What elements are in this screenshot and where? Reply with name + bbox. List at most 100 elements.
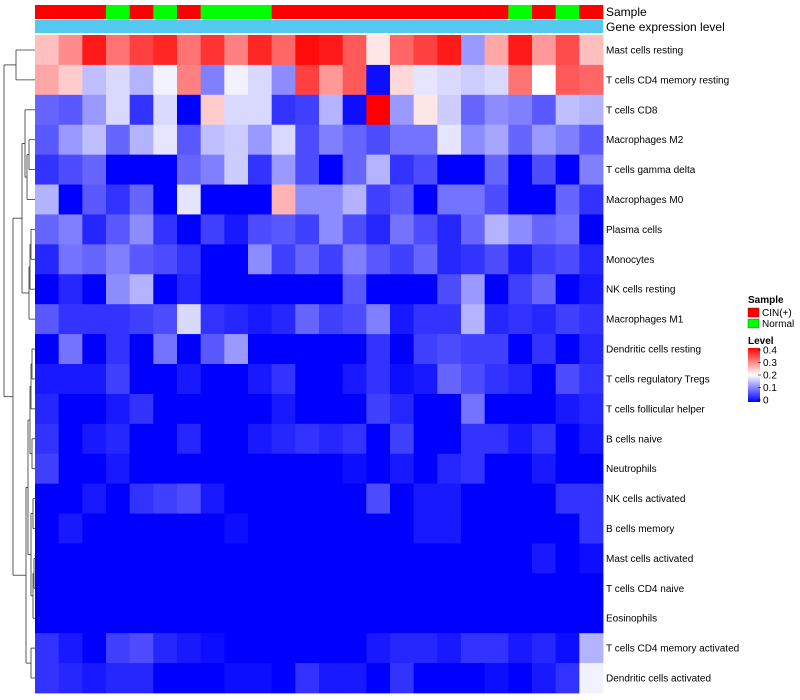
heatmap-cell <box>129 513 154 544</box>
heatmap-cell <box>342 483 367 514</box>
heatmap-cell <box>390 304 415 335</box>
heatmap-cell <box>532 573 557 604</box>
row-label: T cells CD4 memory resting <box>606 75 729 86</box>
heatmap-cell <box>35 124 60 156</box>
sample-track-cell <box>319 5 343 19</box>
heatmap-cell <box>508 423 533 455</box>
heatmap-cell <box>366 214 391 245</box>
heatmap-cell <box>106 364 131 395</box>
heatmap-cell <box>390 184 415 215</box>
heatmap-cell <box>82 35 107 66</box>
heatmap-cell <box>224 124 249 156</box>
heatmap-cell <box>555 154 580 185</box>
heatmap-cell <box>437 124 462 156</box>
heatmap-cell <box>437 423 462 455</box>
heatmap-cell <box>508 453 533 485</box>
heatmap-cell <box>224 364 249 395</box>
heatmap-cell <box>295 304 320 335</box>
heatmap-cell <box>532 483 557 514</box>
row-label: T cells CD8 <box>606 105 658 116</box>
heatmap-cell <box>153 423 178 455</box>
row-label: Plasma cells <box>606 225 662 236</box>
legend-label-cin: CIN(+) <box>762 308 792 319</box>
heatmap-cell <box>82 94 107 126</box>
heatmap-cell <box>35 214 60 245</box>
heatmap-cell <box>461 304 486 335</box>
heatmap-cell <box>58 274 83 305</box>
heatmap-cell <box>579 64 604 96</box>
heatmap-cell <box>129 483 154 514</box>
heatmap-cell <box>555 334 580 365</box>
level-colorbar <box>748 348 760 402</box>
heatmap-cell <box>35 274 60 305</box>
heatmap-cell <box>295 124 320 156</box>
gene-expression-track-label: Gene expression level <box>606 20 725 34</box>
heatmap-cell <box>579 453 604 485</box>
row-labels: Mast cells resting T cells CD4 memory res… <box>606 45 739 684</box>
heatmap-cell <box>35 184 60 215</box>
heatmap-cell <box>390 663 415 694</box>
heatmap-cell <box>461 184 486 215</box>
heatmap-cell <box>461 244 486 275</box>
heatmap-cell <box>342 603 367 634</box>
heatmap-cell <box>224 453 249 485</box>
heatmap-cell <box>366 483 391 514</box>
heatmap-cell <box>58 423 83 455</box>
heatmap-cell <box>461 214 486 245</box>
heatmap-cell <box>106 64 131 96</box>
heatmap-cell <box>200 154 225 185</box>
sample-legend: Sample CIN(+) Normal <box>747 295 794 330</box>
heatmap-cell <box>248 453 273 485</box>
heatmap-cell <box>177 573 202 604</box>
heatmap-cell <box>248 214 273 245</box>
heatmap-cell <box>82 364 107 395</box>
heatmap-cell <box>555 573 580 604</box>
heatmap-cell <box>82 393 107 425</box>
heatmap-cell <box>224 35 249 66</box>
heatmap-cell <box>224 483 249 514</box>
heatmap-cell <box>579 214 604 245</box>
heatmap-cell <box>508 94 533 126</box>
row-dendrogram <box>3 49 35 679</box>
heatmap-cell <box>508 35 533 66</box>
heatmap-cell <box>106 124 131 156</box>
legend-label-normal: Normal <box>762 319 794 330</box>
heatmap-cell <box>532 244 557 275</box>
heatmap-cell <box>129 35 154 66</box>
heatmap-cell <box>390 573 415 604</box>
heatmap-cell <box>508 64 533 96</box>
heatmap-cell <box>437 274 462 305</box>
heatmap-cell <box>390 64 415 96</box>
heatmap-cell <box>484 184 509 215</box>
heatmap-cell <box>555 663 580 694</box>
heatmap-cell <box>342 633 367 664</box>
heatmap-cell <box>271 304 296 335</box>
sample-track-cell <box>366 5 391 19</box>
heatmap-cell <box>153 304 178 335</box>
sample-annotation-track <box>35 5 604 19</box>
heatmap-cell <box>390 274 415 305</box>
heatmap-cell <box>106 483 131 514</box>
heatmap-cell <box>271 154 296 185</box>
heatmap-cell <box>390 393 415 425</box>
heatmap-cell <box>248 35 273 66</box>
heatmap-cell <box>177 663 202 694</box>
level-tick-label: 0 <box>763 396 769 407</box>
row-label: Macrophages M2 <box>606 135 684 146</box>
heatmap-cell <box>200 573 225 604</box>
level-legend-title: Level <box>748 336 774 347</box>
heatmap-cell <box>342 124 367 156</box>
heatmap-cell <box>177 184 202 215</box>
heatmap-cell <box>271 184 296 215</box>
heatmap-cell <box>82 124 107 156</box>
heatmap-cell <box>555 453 580 485</box>
sample-track-cell <box>224 5 249 19</box>
heatmap-cell <box>295 184 320 215</box>
sample-track-cell <box>271 5 296 19</box>
heatmap-cell <box>295 543 320 574</box>
heatmap-cell <box>579 483 604 514</box>
heatmap-cell <box>555 304 580 335</box>
heatmap-cell <box>508 543 533 574</box>
heatmap-cell <box>555 94 580 126</box>
row-label: B cells naive <box>606 434 663 445</box>
